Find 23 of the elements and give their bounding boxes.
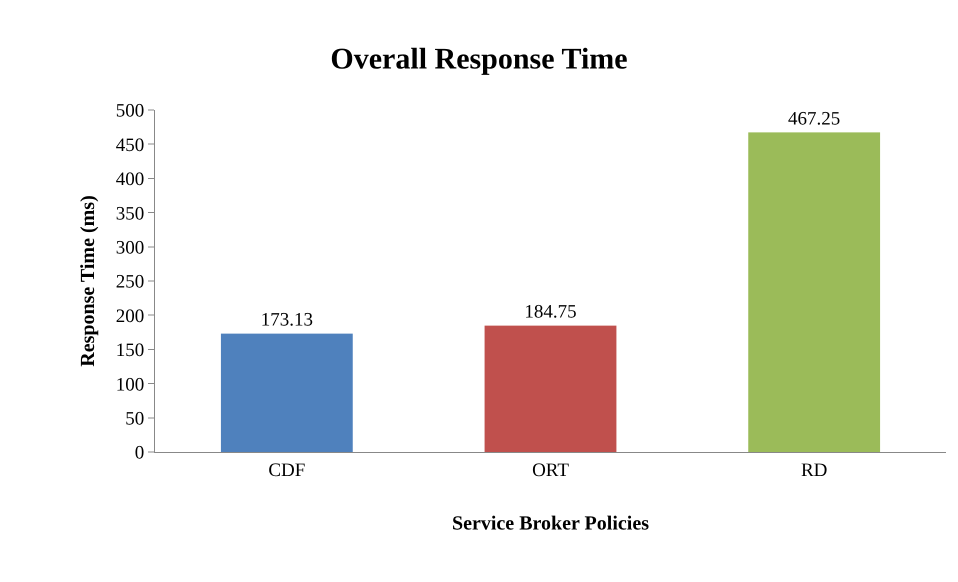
y-tick-label: 300 [116, 237, 144, 258]
y-tick-label: 150 [116, 340, 144, 362]
chart-title: Overall Response Time [330, 42, 628, 76]
y-axis-title: Response Time (ms) [77, 195, 100, 367]
bar [484, 326, 616, 452]
x-tick-label: CDF [268, 460, 306, 481]
data-label: 173.13 [260, 310, 313, 331]
y-tick-label: 500 [116, 100, 144, 122]
x-axis-title: Service Broker Policies [452, 512, 650, 534]
y-tick-label: 400 [116, 169, 144, 190]
data-label: 184.75 [524, 302, 577, 323]
y-tick-label: 450 [116, 134, 144, 156]
y-tick-label: 200 [116, 306, 144, 327]
bar [220, 334, 353, 452]
data-label: 467.25 [788, 108, 840, 130]
y-tick-label: 100 [116, 374, 144, 396]
y-tick-label: 350 [116, 203, 144, 224]
y-tick-label: 0 [134, 442, 144, 464]
y-tick-label: 50 [125, 408, 144, 430]
bar [748, 132, 880, 452]
x-tick-label: ORT [532, 460, 570, 481]
x-tick-label: RD [800, 460, 828, 481]
y-tick-label: 250 [116, 272, 144, 293]
